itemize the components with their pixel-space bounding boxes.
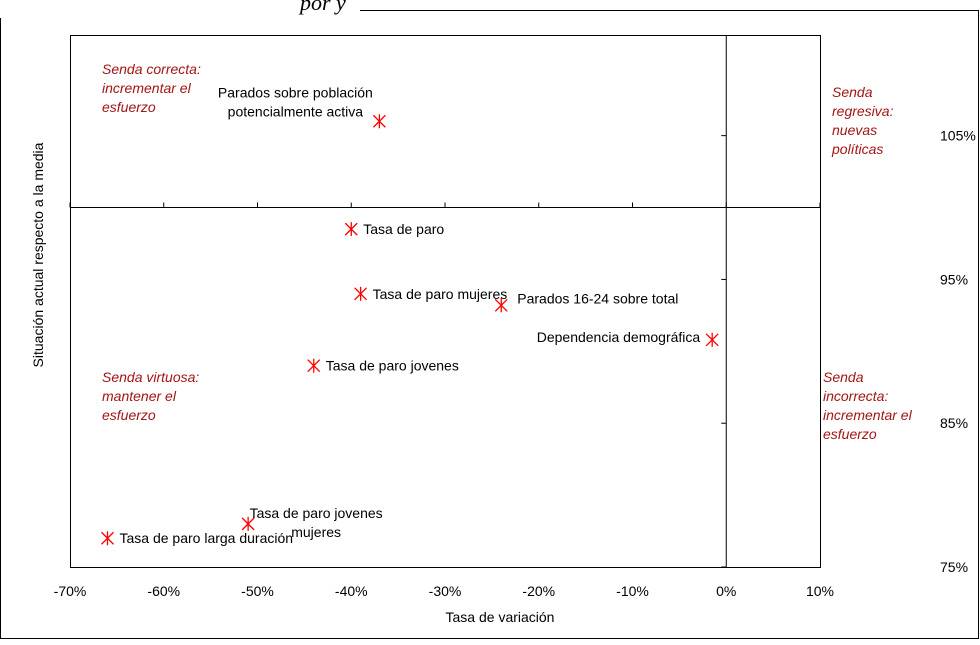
x-tick-label: 0% [716, 583, 736, 599]
y-tick-label: 85% [940, 415, 968, 431]
point-label: Parados sobre población [218, 84, 373, 100]
point-label: Tasa de paro larga duración [120, 530, 294, 546]
title-box [0, 0, 360, 18]
x-tick-label: -20% [522, 583, 555, 599]
asterisk-marker [344, 222, 358, 237]
data-point: Dependencia demográfica [537, 329, 719, 347]
asterisk-marker [101, 531, 114, 546]
x-tick-label: -40% [335, 583, 368, 599]
asterisk-marker [372, 114, 386, 129]
quadrant-label-bottom-left: esfuerzo [102, 407, 156, 423]
quadrant-label-top-left: incrementar el [102, 80, 192, 96]
data-point: Parados sobre población potencialmente ac… [218, 84, 386, 129]
point-label: potencialmente activa [228, 103, 364, 119]
data-point: Parados 16-24 sobre total [494, 290, 678, 313]
data-point: Tasa de paro jovenes mujeres [241, 505, 383, 540]
quadrant-label-bottom-right: incorrecta: [823, 388, 888, 404]
point-label: Tasa de paro [363, 221, 444, 237]
data-point: Tasa de paro mujeres [354, 286, 508, 302]
quadrant-label-top-right: regresiva: [832, 103, 894, 119]
point-label: Tasa de paro mujeres [373, 286, 508, 302]
quadrant-labels: Senda correcta: incrementar el esfuerzo Sen… [102, 61, 913, 442]
asterisk-marker [307, 358, 321, 373]
data-point: Tasa de paro larga duración [101, 530, 294, 546]
quadrant-label-bottom-left: mantener el [102, 388, 177, 404]
x-tick-label: 10% [806, 583, 834, 599]
point-label: Tasa de paro jovenes [250, 505, 383, 521]
y-tick-label: 95% [940, 271, 968, 287]
point-label: Parados 16-24 sobre total [517, 290, 678, 306]
data-point: Tasa de paro [344, 221, 444, 237]
quadrant-label-bottom-right: esfuerzo [823, 426, 877, 442]
axes-group: -70% -60% -50% -40% -30% -20% -10% 0% 10% 75% 85% 9… [54, 35, 976, 599]
quadrant-label-top-right: políticas [831, 141, 883, 157]
y-tick-label: 105% [940, 128, 976, 144]
quadrant-label-bottom-left: Senda virtuosa: [102, 369, 199, 385]
point-label: mujeres [291, 524, 341, 540]
point-label: Tasa de paro jovenes [326, 358, 459, 374]
quadrant-label-bottom-right: Senda [823, 369, 864, 385]
quadrant-label-top-right: nuevas [832, 122, 877, 138]
asterisk-marker [494, 298, 508, 313]
x-tick-label: -50% [241, 583, 274, 599]
x-tick-label: -10% [616, 583, 649, 599]
asterisk-marker [354, 286, 368, 301]
y-tick-label: 75% [940, 559, 968, 575]
asterisk-marker [705, 332, 719, 347]
asterisk-marker [241, 516, 255, 531]
quadrant-label-top-right: Senda [832, 84, 873, 100]
quadrant-label-bottom-right: incrementar el [823, 407, 913, 423]
data-points: Parados sobre población potencialmente ac… [101, 84, 719, 546]
figure-border [0, 10, 979, 639]
quadrant-label-top-left: esfuerzo [102, 99, 156, 115]
x-tick-label: -60% [147, 583, 180, 599]
point-label: Dependencia demográfica [537, 329, 701, 345]
y-axis-label: Situación actual respecto a la media [30, 142, 46, 367]
chart-title: por y [298, 0, 346, 15]
data-point: Tasa de paro jovenes [307, 358, 459, 374]
quadrant-label-top-left: Senda correcta: [102, 61, 201, 77]
plot-area [70, 35, 821, 568]
x-tick-label: -30% [429, 583, 462, 599]
x-tick-label: -70% [54, 583, 87, 599]
x-axis-label: Tasa de variación [446, 609, 555, 625]
